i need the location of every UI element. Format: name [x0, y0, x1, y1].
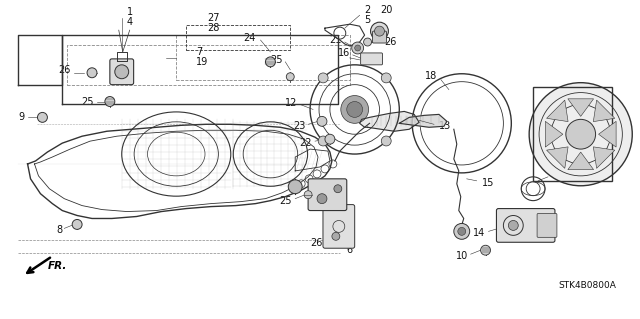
Circle shape	[334, 185, 342, 193]
Text: 25: 25	[81, 97, 94, 107]
Circle shape	[374, 26, 385, 36]
Circle shape	[355, 45, 361, 51]
Polygon shape	[568, 99, 593, 116]
FancyBboxPatch shape	[537, 213, 557, 237]
Text: 15: 15	[481, 178, 494, 188]
Circle shape	[381, 136, 391, 146]
Polygon shape	[593, 100, 615, 122]
Polygon shape	[399, 115, 447, 127]
Polygon shape	[598, 121, 616, 147]
Circle shape	[325, 134, 335, 144]
Circle shape	[266, 57, 275, 67]
Circle shape	[347, 101, 363, 117]
Text: 26: 26	[310, 238, 323, 248]
Polygon shape	[568, 152, 593, 170]
Circle shape	[352, 42, 364, 54]
Circle shape	[341, 96, 369, 123]
Circle shape	[529, 83, 632, 186]
Circle shape	[317, 194, 327, 204]
Text: STK4B0800A: STK4B0800A	[559, 281, 616, 290]
Text: 28: 28	[208, 23, 220, 33]
Circle shape	[332, 232, 340, 240]
Circle shape	[364, 38, 372, 46]
Text: 6: 6	[347, 245, 353, 255]
Text: 12: 12	[285, 98, 297, 108]
FancyBboxPatch shape	[110, 59, 134, 85]
Text: 18: 18	[425, 71, 437, 81]
Text: 8: 8	[56, 226, 62, 235]
Circle shape	[317, 116, 327, 126]
Text: 16: 16	[337, 48, 349, 58]
Circle shape	[381, 73, 391, 83]
Circle shape	[105, 97, 115, 107]
Circle shape	[286, 73, 294, 81]
Text: 7: 7	[196, 47, 202, 57]
Text: 22: 22	[300, 138, 312, 148]
Polygon shape	[593, 147, 615, 168]
Circle shape	[481, 245, 490, 255]
Circle shape	[508, 220, 518, 230]
Text: 13: 13	[439, 121, 451, 131]
Text: 10: 10	[456, 251, 468, 261]
Circle shape	[288, 180, 302, 194]
Text: 26: 26	[385, 37, 397, 47]
FancyBboxPatch shape	[323, 204, 355, 248]
Circle shape	[304, 191, 312, 199]
Text: 1: 1	[127, 7, 133, 17]
Text: FR.: FR.	[47, 261, 67, 271]
Circle shape	[566, 119, 596, 149]
Polygon shape	[547, 147, 568, 168]
Text: 21: 21	[330, 35, 342, 45]
FancyBboxPatch shape	[372, 31, 387, 43]
Circle shape	[454, 223, 470, 239]
Text: 5: 5	[365, 15, 371, 25]
FancyBboxPatch shape	[361, 53, 383, 65]
Text: 24: 24	[243, 33, 255, 43]
Circle shape	[72, 219, 82, 229]
Circle shape	[458, 227, 466, 235]
Text: 25: 25	[280, 196, 292, 206]
Circle shape	[87, 68, 97, 78]
Text: 11: 11	[553, 171, 565, 181]
Text: 2: 2	[365, 5, 371, 15]
Circle shape	[318, 73, 328, 83]
Text: 25: 25	[270, 55, 282, 65]
FancyBboxPatch shape	[497, 209, 555, 242]
Text: 17: 17	[607, 128, 620, 138]
Circle shape	[115, 65, 129, 79]
Text: 3: 3	[347, 235, 353, 245]
Text: 26: 26	[58, 65, 70, 75]
Polygon shape	[545, 121, 563, 147]
Text: 4: 4	[127, 17, 133, 27]
Polygon shape	[360, 111, 419, 131]
Circle shape	[318, 136, 328, 146]
Circle shape	[38, 112, 47, 122]
Text: 20: 20	[380, 5, 392, 15]
Text: 27: 27	[208, 13, 220, 23]
Text: 9: 9	[19, 112, 24, 122]
Polygon shape	[547, 100, 568, 122]
FancyBboxPatch shape	[308, 179, 347, 211]
Circle shape	[371, 22, 388, 40]
Text: 19: 19	[196, 57, 209, 67]
Text: 23: 23	[292, 121, 305, 131]
Text: 14: 14	[474, 228, 486, 238]
